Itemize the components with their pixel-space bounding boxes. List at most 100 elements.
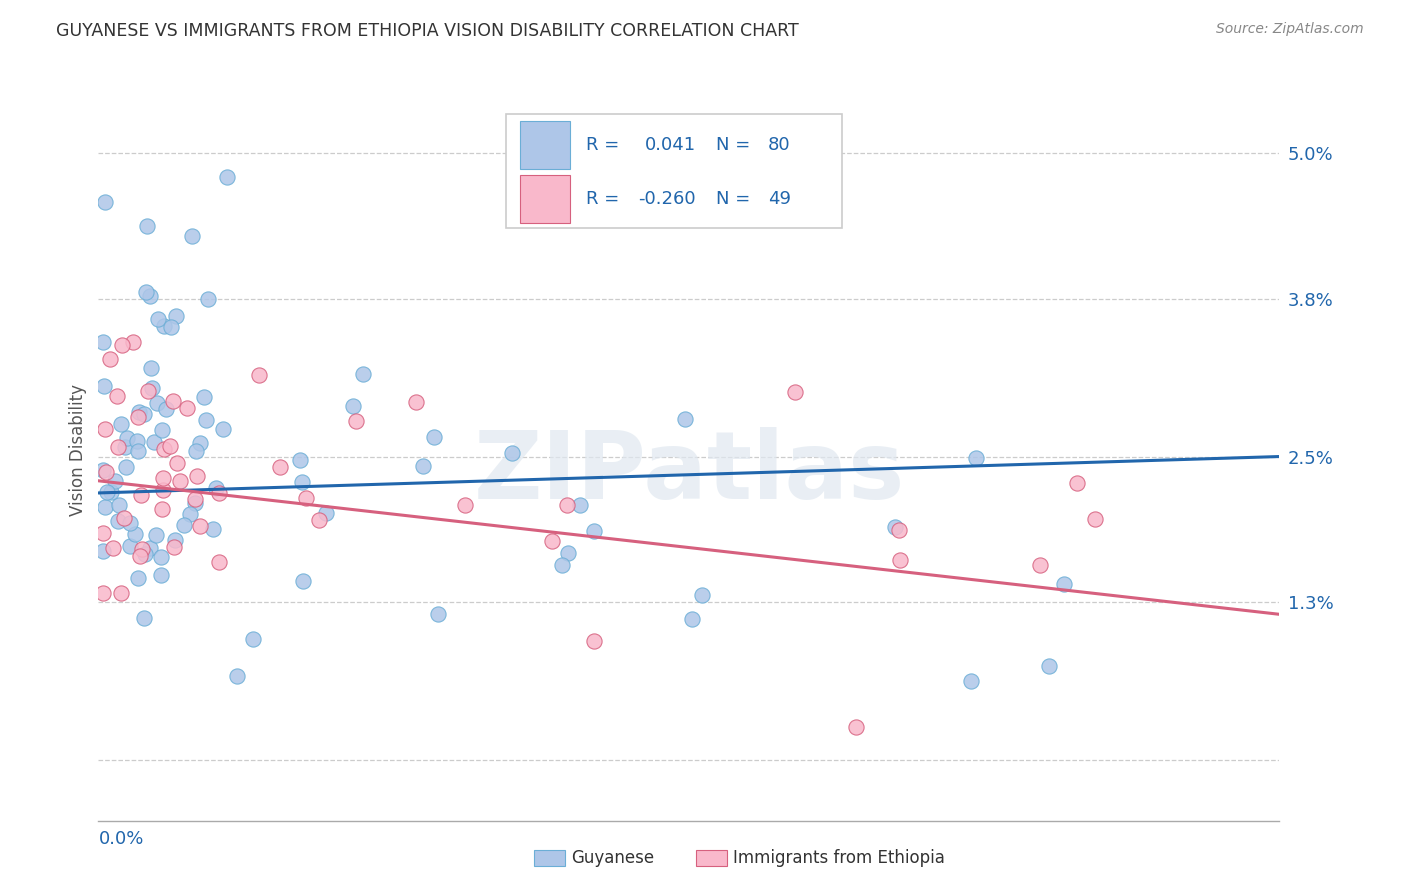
Point: [110, 417, 132, 431]
Point: [142, 435, 165, 450]
Point: [118, 516, 141, 530]
Point: [107, 514, 129, 528]
Point: [139, 360, 162, 375]
Point: [146, 311, 169, 326]
Text: Source: ZipAtlas.com: Source: ZipAtlas.com: [1216, 22, 1364, 37]
Point: [111, 337, 134, 351]
Point: [193, 390, 215, 404]
Point: [145, 527, 167, 541]
Text: -0.260: -0.260: [638, 190, 696, 208]
Point: [163, 541, 186, 555]
Point: [127, 409, 149, 424]
Point: [247, 368, 270, 382]
Point: [197, 292, 219, 306]
Point: [785, 385, 807, 400]
Point: [134, 547, 156, 561]
Text: ZIPatlas: ZIPatlas: [474, 426, 904, 518]
Point: [422, 430, 444, 444]
Point: [965, 450, 987, 465]
Point: [146, 396, 169, 410]
Point: [96, 485, 118, 500]
Point: [153, 442, 176, 456]
Point: [150, 423, 173, 437]
Point: [225, 669, 247, 683]
Point: [98, 351, 121, 366]
Point: [269, 460, 291, 475]
Point: [108, 498, 131, 512]
Point: [120, 539, 142, 553]
Point: [150, 501, 173, 516]
Point: [884, 520, 907, 534]
Point: [291, 574, 314, 589]
Point: [114, 441, 136, 455]
Point: [94, 422, 117, 436]
Text: N =: N =: [716, 190, 756, 208]
Text: GUYANESE VS IMMIGRANTS FROM ETHIOPIA VISION DISABILITY CORRELATION CHART: GUYANESE VS IMMIGRANTS FROM ETHIOPIA VIS…: [56, 22, 799, 40]
Point: [188, 435, 211, 450]
Point: [115, 459, 138, 474]
Point: [169, 474, 191, 488]
Point: [202, 522, 225, 536]
Point: [127, 571, 149, 585]
Point: [153, 318, 176, 333]
Point: [132, 407, 155, 421]
Point: [673, 412, 696, 426]
Point: [412, 459, 434, 474]
Point: [107, 441, 129, 455]
Point: [288, 453, 311, 467]
FancyBboxPatch shape: [506, 113, 842, 228]
Point: [94, 194, 117, 209]
Point: [184, 491, 207, 506]
Point: [131, 541, 153, 556]
Point: [315, 506, 337, 520]
Point: [294, 491, 316, 505]
Point: [1066, 476, 1088, 491]
Point: [181, 228, 204, 243]
Point: [104, 475, 127, 489]
Point: [501, 446, 523, 460]
Point: [184, 496, 207, 510]
Point: [129, 488, 152, 502]
Point: [188, 519, 211, 533]
Point: [136, 219, 159, 233]
Point: [690, 588, 713, 602]
Point: [105, 389, 128, 403]
Point: [179, 507, 201, 521]
Point: [166, 309, 188, 323]
Text: 80: 80: [768, 136, 790, 153]
Text: R =: R =: [586, 190, 626, 208]
Point: [308, 514, 330, 528]
FancyBboxPatch shape: [520, 120, 569, 169]
Point: [195, 413, 218, 427]
Point: [136, 384, 159, 398]
Point: [101, 541, 124, 555]
Point: [159, 320, 181, 334]
Point: [124, 526, 146, 541]
Point: [166, 456, 188, 470]
Point: [681, 612, 703, 626]
Point: [1028, 558, 1050, 572]
Point: [93, 379, 115, 393]
Point: [583, 634, 606, 648]
Point: [128, 405, 150, 419]
Point: [186, 469, 208, 483]
Point: [91, 526, 114, 541]
Point: [162, 393, 184, 408]
Text: N =: N =: [716, 136, 756, 153]
Point: [1084, 512, 1107, 526]
Point: [96, 465, 118, 479]
Point: [132, 611, 155, 625]
Point: [138, 288, 160, 302]
Point: [342, 399, 364, 413]
Point: [242, 632, 264, 646]
Point: [152, 483, 174, 497]
Point: [163, 533, 186, 547]
Text: 0.041: 0.041: [645, 136, 696, 153]
Point: [291, 475, 314, 489]
Point: [150, 568, 173, 582]
Point: [141, 381, 163, 395]
Text: Immigrants from Ethiopia: Immigrants from Ethiopia: [733, 849, 945, 867]
Point: [155, 402, 177, 417]
Point: [541, 533, 564, 548]
Point: [129, 549, 152, 563]
